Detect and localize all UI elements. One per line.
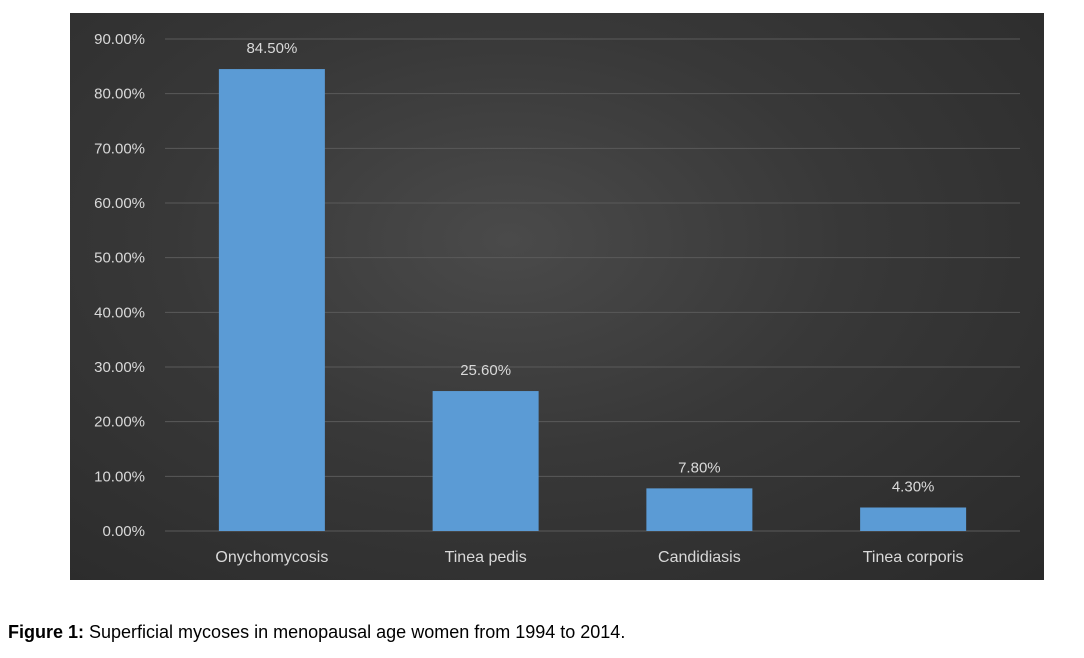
bar	[218, 69, 325, 532]
y-tick-label: 50.00%	[94, 250, 145, 267]
caption-label: Figure 1:	[8, 622, 85, 642]
y-tick-label: 80.00%	[94, 86, 145, 103]
y-tick-label: 0.00%	[102, 523, 145, 540]
y-tick-label: 90.00%	[94, 31, 145, 48]
x-category-label: Onychomycosis	[215, 549, 328, 566]
caption-text: Superficial mycoses in menopausal age wo…	[84, 622, 626, 642]
figure-caption: Figure 1: Superficial mycoses in menopau…	[8, 622, 625, 643]
data-label: 25.60%	[460, 362, 511, 379]
bar	[860, 507, 967, 531]
bar-chart: 0.00% 10.00% 20.00% 30.00% 40.00% 50.00% 60.00…	[94, 31, 1020, 566]
y-tick-label: 20.00%	[94, 414, 145, 431]
y-tick-label: 60.00%	[94, 195, 145, 212]
data-label: 4.30%	[892, 478, 935, 495]
x-category-label: Tinea pedis	[445, 549, 527, 566]
bar	[646, 488, 753, 531]
x-category-label: Candidiasis	[658, 549, 741, 566]
y-tick-label: 10.00%	[94, 468, 145, 485]
data-label: 7.80%	[678, 459, 721, 476]
y-tick-label: 40.00%	[94, 304, 145, 321]
y-tick-label: 70.00%	[94, 140, 145, 157]
x-category-label: Tinea corporis	[863, 549, 964, 566]
chart-panel: 0.00% 10.00% 20.00% 30.00% 40.00% 50.00% 60.00…	[70, 13, 1044, 580]
data-label: 84.50%	[246, 40, 297, 57]
y-tick-label: 30.00%	[94, 359, 145, 376]
bar	[432, 391, 539, 531]
